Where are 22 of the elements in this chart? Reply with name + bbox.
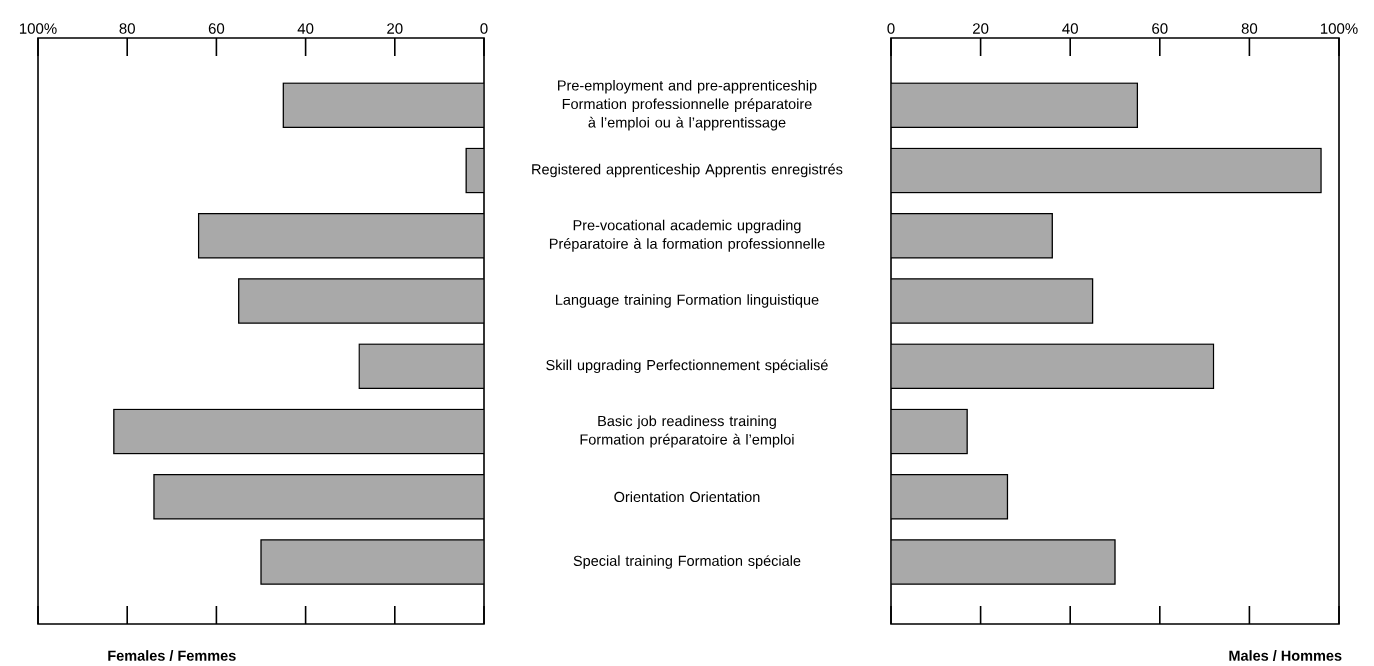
y-tick-label: Special training Formation spéciale <box>573 555 801 569</box>
y-tick-label: Pre-vocational academic upgrading Préparatoire à la formation professionnelle <box>549 219 825 252</box>
x-tick-label: 100% <box>1320 23 1358 34</box>
x-tick-label: 40 <box>1062 23 1078 34</box>
x-tick-label: 60 <box>208 23 225 34</box>
x-tick-label: 80 <box>119 23 135 34</box>
x-tick-label: 0 <box>480 23 488 34</box>
y-tick-label: Orientation Orientation <box>614 491 760 503</box>
x-tick-label: 0 <box>887 23 895 34</box>
x-tick-label: 80 <box>1241 23 1258 34</box>
x-tick-label: 20 <box>387 23 403 34</box>
x-tick-label: 20 <box>973 23 989 34</box>
x-axis-title: Females / Femmes <box>108 650 236 661</box>
x-axis-title: Males / Hommes <box>1229 650 1342 661</box>
x-tick-label: 40 <box>297 23 314 34</box>
y-tick-label: Basic job readiness training Formation préparatoire à l’emploi <box>580 415 794 448</box>
y-tick-label: Language training Formation linguistique <box>556 294 819 308</box>
x-tick-label: 100% <box>19 23 57 34</box>
y-tick-label: Registered apprenticeship Apprentis enregistrés <box>532 163 843 178</box>
y-tick-label: Pre-employment and pre-apprenticeship Formation professionnelle préparatoire à l’emploi ou à l’apprentissage <box>558 79 817 131</box>
x-tick-label: 60 <box>1152 23 1168 34</box>
y-tick-label: Skill upgrading Perfectionnement spécialisé <box>546 359 828 374</box>
